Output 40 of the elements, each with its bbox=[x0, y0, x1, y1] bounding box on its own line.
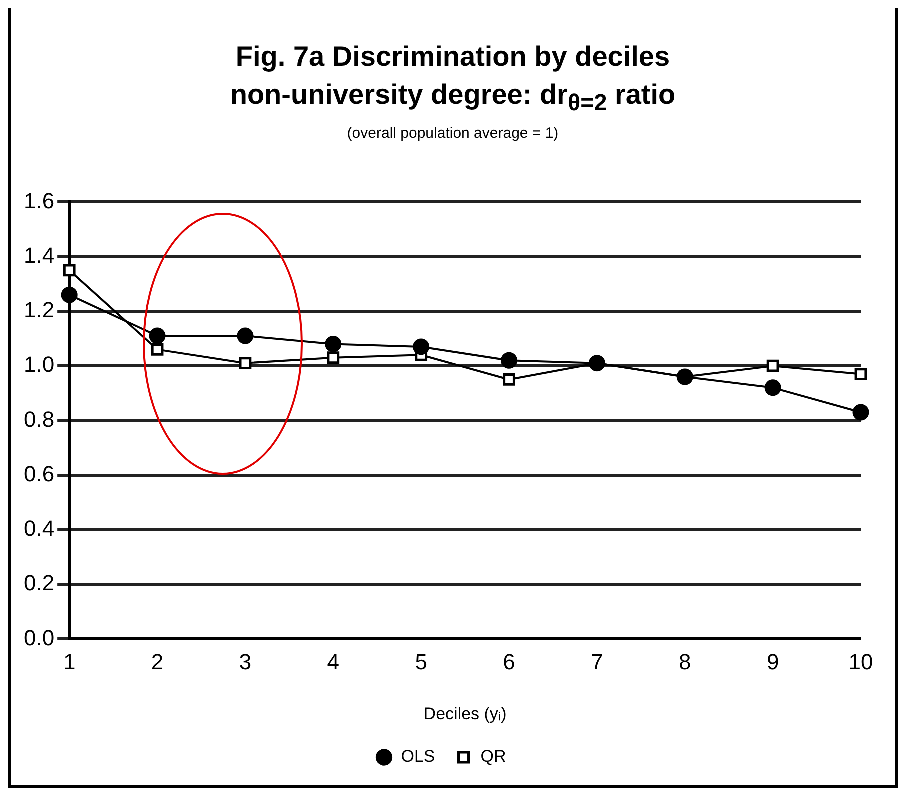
y-tick-label: 1.6 bbox=[24, 188, 55, 213]
point bbox=[61, 286, 78, 303]
point bbox=[239, 356, 252, 370]
y-tick-label: 1.0 bbox=[24, 352, 55, 377]
y-tick-label: 0.0 bbox=[24, 624, 55, 650]
text: (overall population average = 1) bbox=[346, 124, 560, 144]
point bbox=[237, 327, 254, 344]
y-tick-label: 1.4 bbox=[24, 242, 55, 268]
x-tick-label: 9 bbox=[766, 649, 780, 674]
point bbox=[764, 379, 782, 396]
legend-label: QR bbox=[480, 746, 506, 766]
x-tick-label: 7 bbox=[591, 649, 604, 674]
x-axis-title: Deciles (yᵢ) bbox=[424, 704, 507, 724]
x-tick-label: 2 bbox=[151, 649, 164, 674]
point bbox=[325, 336, 342, 352]
y-tick-label: 0.6 bbox=[24, 460, 55, 486]
y-tick-label: 1.2 bbox=[24, 297, 55, 322]
point bbox=[151, 343, 164, 356]
point bbox=[327, 351, 340, 364]
legend-label: OLS bbox=[401, 746, 436, 766]
x-tick-label: 3 bbox=[239, 649, 252, 674]
point bbox=[149, 327, 166, 344]
chart-subtitle: non-university degree: dr$_{θ=2}$ ratio bbox=[229, 78, 677, 118]
point bbox=[852, 404, 870, 420]
x-tick-label: 4 bbox=[327, 649, 340, 674]
chart-title: Fig. 7a Discrimination by deciles bbox=[234, 40, 672, 74]
x-tick-label: 5 bbox=[415, 649, 428, 674]
point bbox=[854, 368, 868, 380]
point bbox=[503, 373, 516, 386]
y-tick-label: 0.4 bbox=[24, 516, 55, 541]
x-tick-label: 6 bbox=[503, 649, 516, 674]
x-tick-label: 10 bbox=[848, 649, 874, 674]
point bbox=[63, 264, 76, 276]
x-tick-label: 1 bbox=[63, 649, 76, 674]
y-tick-label: 0.8 bbox=[24, 406, 55, 432]
point bbox=[766, 359, 780, 372]
point bbox=[501, 352, 518, 368]
y-tick-label: 0.2 bbox=[24, 570, 55, 596]
point bbox=[413, 338, 430, 355]
x-tick-label: 8 bbox=[679, 649, 692, 674]
